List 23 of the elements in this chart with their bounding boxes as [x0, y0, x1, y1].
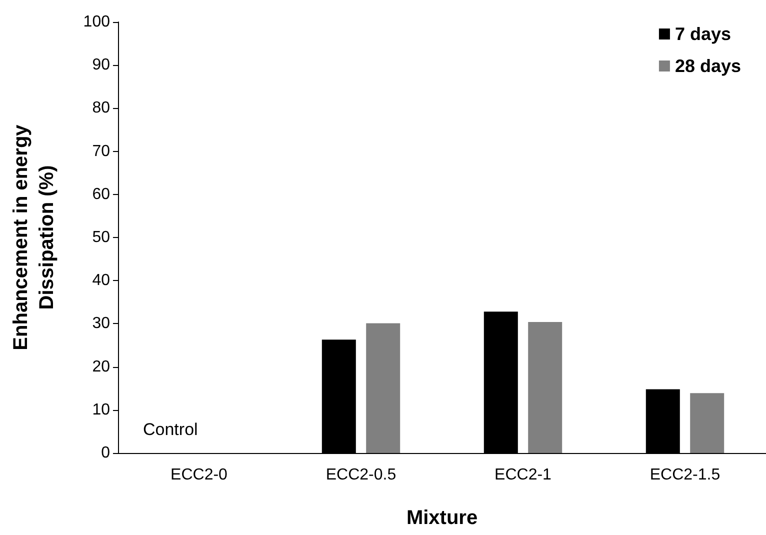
y-tick-label: 30 — [92, 315, 110, 332]
y-tick-label: 90 — [92, 56, 110, 74]
bar — [528, 322, 562, 453]
x-tick-label: ECC2-1.5 — [650, 466, 720, 484]
bar — [690, 393, 724, 453]
y-tick-label: 10 — [92, 401, 110, 418]
y-tick-label: 40 — [92, 272, 110, 290]
x-tick-label: ECC2-1 — [494, 466, 552, 484]
x-axis-title: Mixture — [406, 507, 478, 529]
bar — [366, 323, 400, 453]
y-tick-label: 100 — [83, 14, 110, 30]
legend-label: 7 days — [674, 24, 731, 44]
y-tick-label: 50 — [92, 229, 110, 246]
y-axis-title: Enhancement in energy Dissipation (%) — [10, 124, 58, 350]
x-tick-label: ECC2-0.5 — [326, 466, 396, 484]
x-tick-label: ECC2-0 — [170, 466, 228, 484]
y-tick-label: 20 — [92, 358, 110, 376]
legend-label: 28 days — [674, 56, 742, 76]
y-tick-label: 0 — [101, 444, 110, 462]
y-tick-label: 80 — [92, 100, 110, 117]
y-tick-label: 60 — [92, 186, 110, 203]
annotation: Control — [143, 420, 198, 439]
y-tick-label: 70 — [92, 142, 110, 160]
